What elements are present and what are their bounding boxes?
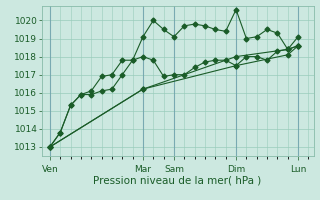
X-axis label: Pression niveau de la mer( hPa ): Pression niveau de la mer( hPa ) xyxy=(93,175,262,185)
